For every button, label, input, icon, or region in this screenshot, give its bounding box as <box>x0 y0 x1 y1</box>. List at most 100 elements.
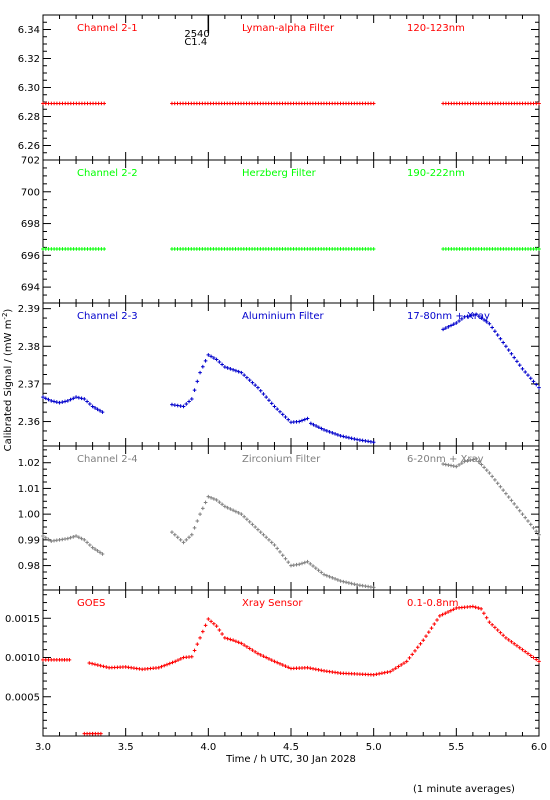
data-point <box>234 368 238 373</box>
data-point <box>520 367 525 371</box>
data-point <box>275 546 280 551</box>
panel-band-label: 0.1-0.8nm <box>407 598 459 609</box>
data-point <box>457 463 461 467</box>
data-point <box>79 396 84 401</box>
data-point <box>187 399 191 404</box>
data-point <box>309 421 313 426</box>
data-point <box>495 333 500 337</box>
data-point <box>178 657 183 661</box>
data-point <box>487 620 492 624</box>
data-point <box>87 661 92 665</box>
y-tick-label: 702 <box>21 156 40 167</box>
data-point <box>272 543 277 547</box>
flare-marker-label: C1.4 <box>184 37 207 48</box>
panel-frame <box>42 14 540 161</box>
data-point <box>231 367 235 372</box>
data-point <box>338 579 343 583</box>
data-point <box>454 321 459 325</box>
data-point <box>517 645 522 650</box>
data-point <box>57 400 62 405</box>
data-point <box>314 566 318 570</box>
data-point <box>302 417 307 422</box>
data-point <box>206 617 211 621</box>
data-point <box>88 402 92 406</box>
data-point <box>228 637 233 642</box>
data-point <box>349 581 354 586</box>
data-point <box>275 660 280 665</box>
data-point <box>79 536 84 541</box>
data-point <box>333 432 337 436</box>
data-point <box>93 662 97 667</box>
data-point <box>477 459 481 464</box>
data-point <box>234 639 238 644</box>
panel-band-label: 190-222nm <box>407 168 465 179</box>
data-point <box>399 663 404 667</box>
data-point <box>170 660 175 665</box>
data-point <box>100 552 105 556</box>
x-tick-label: 6.0 <box>531 742 547 753</box>
data-point <box>267 657 271 661</box>
data-point <box>528 376 533 381</box>
data-point <box>250 648 255 652</box>
data-point <box>297 419 302 424</box>
data-point <box>98 663 103 668</box>
data-point <box>195 379 200 384</box>
data-point <box>162 663 167 668</box>
data-point <box>256 385 260 390</box>
data-series <box>87 604 541 677</box>
x-tick-label: 3.5 <box>118 742 134 753</box>
x-tick-label: 5.0 <box>366 742 382 753</box>
data-point <box>462 315 467 319</box>
data-series <box>170 353 376 445</box>
data-point <box>305 665 310 670</box>
data-point <box>482 465 486 470</box>
data-point <box>283 556 288 561</box>
data-point <box>68 535 73 540</box>
data-point <box>347 581 351 585</box>
data-series <box>441 247 541 251</box>
data-series <box>170 101 376 106</box>
data-point <box>173 659 178 664</box>
data-point <box>393 666 398 671</box>
data-point <box>424 634 428 638</box>
data-point <box>484 468 489 472</box>
y-tick-label: 694 <box>21 283 40 294</box>
data-point <box>190 654 194 659</box>
data-point <box>192 648 197 653</box>
data-point <box>443 462 448 467</box>
data-point <box>286 417 291 422</box>
data-point <box>418 641 423 646</box>
data-point <box>316 668 321 672</box>
y-tick-label: 1.02 <box>18 458 40 469</box>
data-point <box>460 461 464 465</box>
data-point <box>474 457 478 461</box>
data-point <box>247 646 252 651</box>
data-point <box>474 312 478 317</box>
data-point <box>314 424 318 428</box>
data-point <box>385 670 390 674</box>
data-series <box>441 101 541 106</box>
data-point <box>82 397 87 401</box>
data-point <box>330 431 335 435</box>
data-point <box>217 360 222 364</box>
data-series <box>41 395 105 414</box>
flare-marker-label: 2540 <box>184 29 209 40</box>
data-point <box>198 636 202 640</box>
data-point <box>167 661 172 666</box>
data-point <box>46 537 51 542</box>
y-tick-label: 0.98 <box>18 561 40 572</box>
data-point <box>407 656 412 660</box>
data-point <box>82 538 87 542</box>
data-point <box>391 668 395 672</box>
data-point <box>531 526 536 530</box>
data-point <box>85 540 89 545</box>
data-point <box>214 624 219 628</box>
data-point <box>198 370 202 375</box>
data-point <box>443 611 448 616</box>
data-point <box>214 498 219 502</box>
data-point <box>531 379 536 384</box>
data-point <box>261 654 266 658</box>
data-point <box>220 502 224 507</box>
data-point <box>95 548 100 553</box>
data-point <box>98 408 102 413</box>
